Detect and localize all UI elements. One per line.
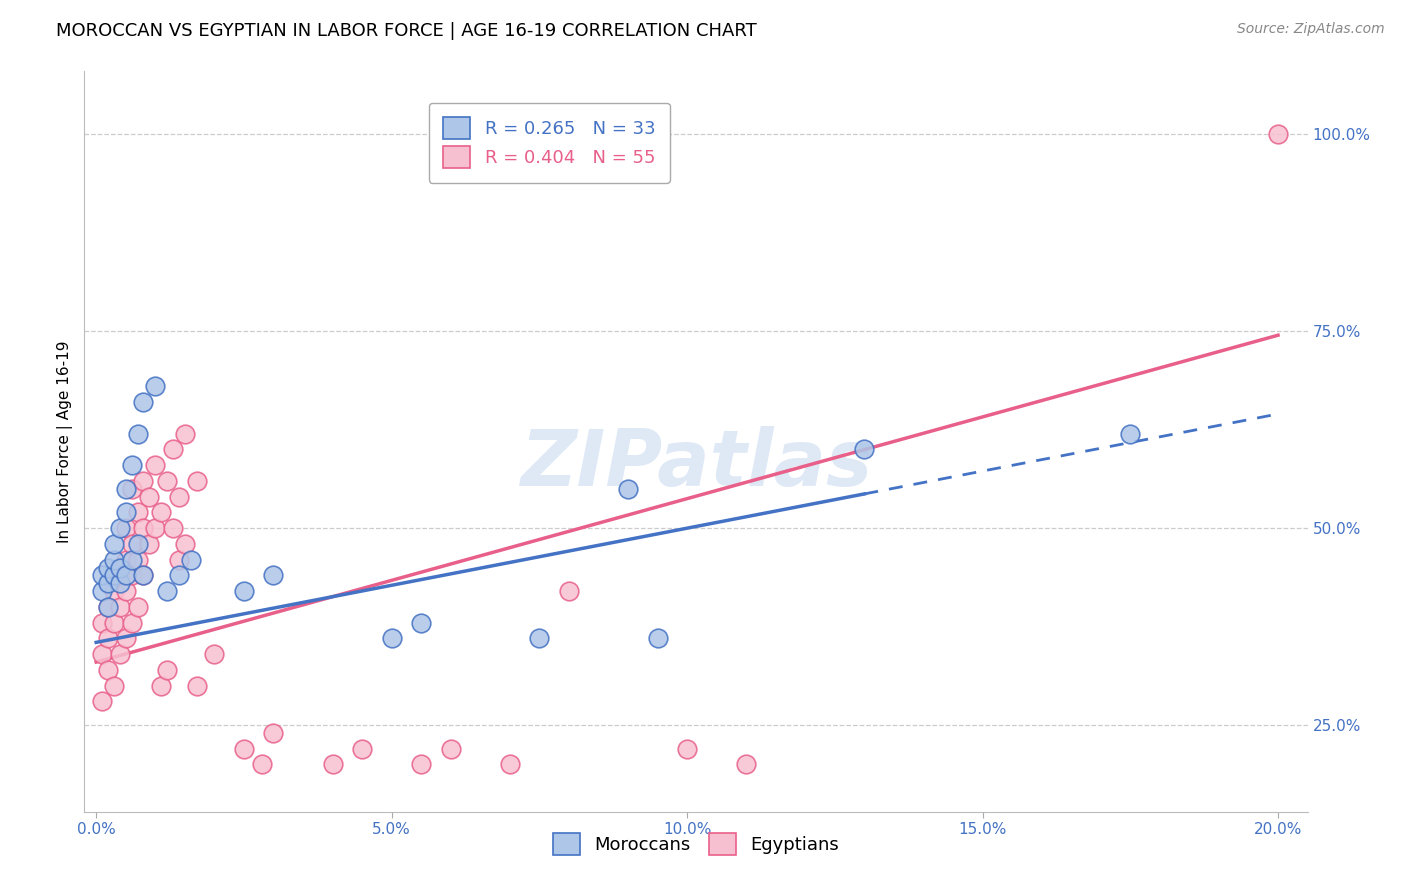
Point	[173, 537, 195, 551]
Point	[103, 615, 125, 630]
Point	[150, 679, 173, 693]
Point	[411, 757, 433, 772]
Point	[499, 757, 522, 772]
Point	[127, 552, 149, 566]
Point	[97, 663, 120, 677]
Point	[108, 647, 131, 661]
Point	[440, 741, 463, 756]
Point	[173, 426, 195, 441]
Point	[127, 426, 149, 441]
Point	[108, 599, 131, 614]
Point	[1119, 426, 1142, 441]
Point	[91, 694, 114, 708]
Point	[97, 599, 120, 614]
Point	[114, 568, 136, 582]
Point	[91, 568, 114, 582]
Point	[91, 584, 114, 599]
Point	[262, 568, 284, 582]
Point	[121, 537, 143, 551]
Point	[97, 576, 120, 591]
Point	[411, 615, 433, 630]
Point	[262, 726, 284, 740]
Point	[91, 647, 114, 661]
Point	[156, 584, 179, 599]
Point	[91, 615, 114, 630]
Point	[617, 482, 640, 496]
Point	[132, 568, 155, 582]
Point	[250, 757, 273, 772]
Point	[186, 679, 208, 693]
Point	[132, 474, 155, 488]
Point	[114, 521, 136, 535]
Point	[132, 395, 155, 409]
Point	[103, 568, 125, 582]
Point	[114, 584, 136, 599]
Legend: Moroccans, Egyptians: Moroccans, Egyptians	[546, 825, 846, 862]
Point	[352, 741, 374, 756]
Point	[676, 741, 699, 756]
Point	[103, 679, 125, 693]
Point	[108, 576, 131, 591]
Point	[143, 379, 166, 393]
Point	[121, 458, 143, 472]
Point	[138, 537, 160, 551]
Point	[127, 599, 149, 614]
Point	[97, 560, 120, 574]
Point	[167, 568, 190, 582]
Text: Source: ZipAtlas.com: Source: ZipAtlas.com	[1237, 22, 1385, 37]
Point	[121, 552, 143, 566]
Y-axis label: In Labor Force | Age 16-19: In Labor Force | Age 16-19	[58, 340, 73, 543]
Point	[186, 474, 208, 488]
Point	[114, 632, 136, 646]
Point	[103, 537, 125, 551]
Point	[114, 552, 136, 566]
Text: MOROCCAN VS EGYPTIAN IN LABOR FORCE | AGE 16-19 CORRELATION CHART: MOROCCAN VS EGYPTIAN IN LABOR FORCE | AG…	[56, 22, 756, 40]
Point	[322, 757, 344, 772]
Point	[156, 663, 179, 677]
Point	[529, 632, 551, 646]
Point	[162, 442, 184, 457]
Point	[143, 521, 166, 535]
Point	[232, 584, 254, 599]
Point	[108, 560, 131, 574]
Point	[132, 568, 155, 582]
Point	[162, 521, 184, 535]
Point	[853, 442, 876, 457]
Point	[232, 741, 254, 756]
Point	[103, 552, 125, 566]
Point	[121, 482, 143, 496]
Point	[1267, 128, 1289, 142]
Point	[127, 537, 149, 551]
Point	[114, 505, 136, 519]
Point	[108, 521, 131, 535]
Point	[143, 458, 166, 472]
Point	[132, 521, 155, 535]
Point	[150, 505, 173, 519]
Text: ZIPatlas: ZIPatlas	[520, 425, 872, 502]
Point	[97, 599, 120, 614]
Point	[97, 632, 120, 646]
Point	[127, 505, 149, 519]
Point	[202, 647, 225, 661]
Point	[167, 490, 190, 504]
Point	[735, 757, 758, 772]
Point	[114, 482, 136, 496]
Point	[180, 552, 202, 566]
Point	[103, 584, 125, 599]
Point	[121, 568, 143, 582]
Point	[156, 474, 179, 488]
Point	[558, 584, 581, 599]
Point	[138, 490, 160, 504]
Point	[121, 615, 143, 630]
Point	[108, 568, 131, 582]
Point	[167, 552, 190, 566]
Point	[647, 632, 669, 646]
Point	[381, 632, 404, 646]
